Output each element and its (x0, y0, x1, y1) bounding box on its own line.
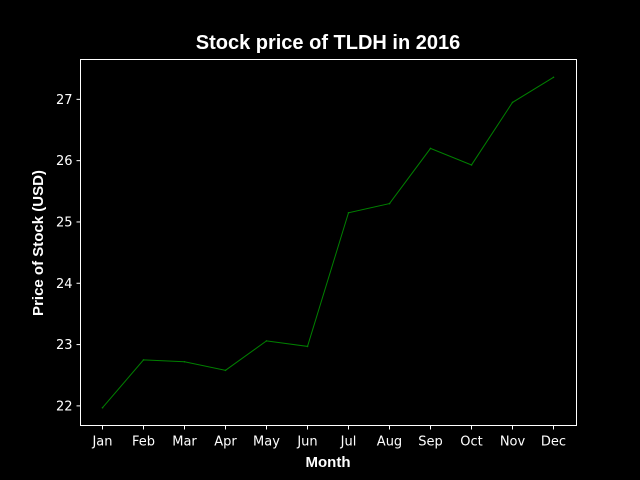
x-tick-label: Mar (172, 435, 197, 450)
data-point (265, 340, 268, 342)
x-tick-label: Nov (500, 435, 526, 450)
x-tick-label: May (253, 435, 280, 450)
data-point (347, 211, 350, 214)
y-tick-label: 26 (56, 154, 73, 169)
data-point (429, 147, 432, 150)
data-point (511, 101, 514, 104)
y-tick-label: 27 (56, 93, 73, 108)
data-point (470, 164, 473, 166)
y-tick-label: 22 (56, 399, 73, 414)
x-tick-label: Oct (460, 435, 482, 450)
data-point (306, 345, 309, 348)
chart-title: Stock price of TLDH in 2016 (196, 32, 461, 54)
data-points (101, 76, 555, 409)
data-point (224, 369, 227, 372)
y-axis-label: Price of Stock (USD) (30, 170, 47, 316)
plot-frame (80, 59, 577, 426)
y-tick-label: 24 (56, 277, 73, 292)
x-axis: Jan Feb Mar Apr May Jun Jul Aug Sep Oct Nov Dec (91, 425, 566, 450)
y-tick-label: 23 (56, 338, 73, 353)
data-point (101, 406, 104, 409)
x-tick-label: Jan (91, 435, 112, 450)
x-tick-label: Apr (214, 435, 237, 450)
x-tick-label: Jul (340, 435, 357, 450)
data-point (183, 360, 186, 363)
x-tick-label: Aug (377, 435, 402, 450)
x-tick-label: Jun (296, 435, 317, 450)
data-point (142, 359, 145, 361)
data-point (552, 76, 555, 79)
x-axis-label: Month (306, 454, 351, 471)
data-point (388, 202, 391, 205)
y-axis: 22 23 24 25 26 27 (56, 93, 81, 414)
y-tick-label: 25 (56, 215, 73, 230)
x-tick-label: Feb (132, 435, 155, 450)
x-tick-label: Dec (541, 435, 566, 450)
x-tick-label: Sep (418, 435, 443, 450)
series-line (102, 76, 554, 409)
